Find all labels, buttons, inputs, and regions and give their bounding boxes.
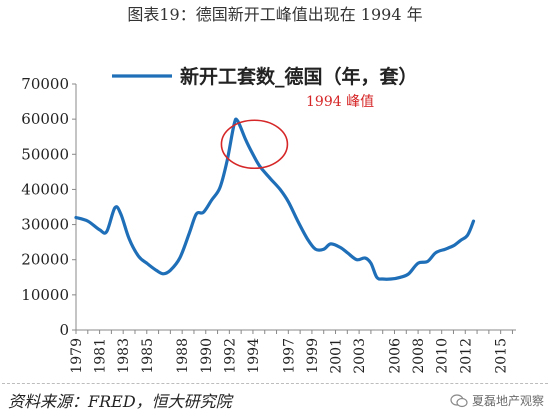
series-layer (74, 117, 476, 281)
x-tick-label: 1997 (281, 338, 297, 374)
x-tick-label: 1985 (140, 338, 156, 374)
y-tick-label: 60000 (21, 110, 69, 128)
series-line (74, 117, 476, 281)
peak-circle (220, 119, 289, 170)
y-tick-label: 40000 (21, 180, 69, 198)
x-tick-label: 2001 (329, 338, 345, 374)
x-tick-label: 2008 (411, 338, 427, 374)
figure-title: 图表19：德国新开工峰值出现在 1994 年 (127, 5, 423, 24)
annotation-layer: 1994 峰值 (220, 94, 374, 170)
y-tick-label: 20000 (21, 251, 69, 269)
x-tick-label: 2010 (435, 338, 451, 374)
legend: 新开工套数_德国（年，套） (112, 65, 418, 88)
x-tick-label: 1988 (175, 338, 191, 374)
y-tick-label: 50000 (21, 145, 69, 163)
x-tick-label: 1981 (93, 338, 109, 374)
x-tick-label: 2012 (458, 338, 474, 374)
x-tick-label: 2003 (352, 338, 368, 374)
x-tick-label: 2015 (494, 338, 510, 374)
x-tick-label: 2006 (387, 338, 403, 374)
watermark-text: 夏磊地产观察 (471, 394, 544, 408)
x-tick-label: 1983 (116, 338, 132, 374)
x-tick-label: 1994 (246, 338, 262, 374)
source-note: 资料来源：FRED，恒大研究院 (8, 392, 232, 411)
y-tick-label: 0 (59, 321, 69, 339)
wechat-icon (450, 393, 468, 407)
y-axis: 0 10000 20000 30000 40000 50000 60000 70000 (21, 75, 77, 339)
peak-label: 1994 峰值 (306, 94, 374, 110)
legend-label: 新开工套数_德国（年，套） (180, 65, 418, 88)
x-tick-label: 1999 (305, 338, 321, 374)
x-tick-label: 1979 (69, 338, 85, 374)
x-axis: 1979 1981 1983 1985 1988 1990 1992 1994 1997 1999… (69, 329, 516, 374)
footer-divider (2, 383, 548, 384)
y-tick-label: 70000 (21, 75, 69, 93)
y-tick-label: 10000 (21, 286, 69, 304)
x-tick-label: 1990 (199, 338, 215, 374)
y-tick-label: 30000 (21, 216, 69, 234)
watermark: 夏磊地产观察 (450, 392, 544, 409)
x-tick-label: 1992 (222, 338, 238, 374)
